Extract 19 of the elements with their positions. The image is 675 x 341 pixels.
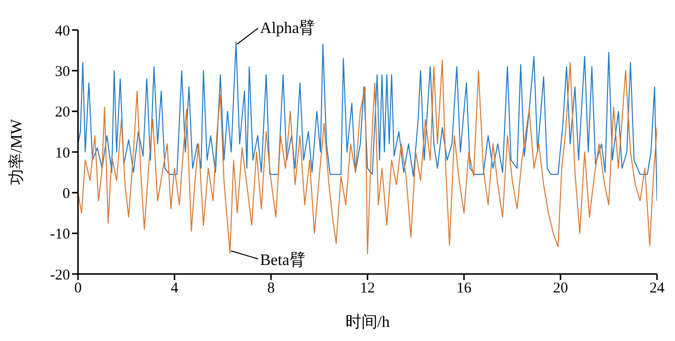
annotation: Alpha臂 <box>260 19 316 38</box>
annotation: Beta臂 <box>260 250 306 269</box>
x-axis-title: 时间/h <box>345 313 390 331</box>
line-series <box>78 42 657 202</box>
y-tick-label: 10 <box>55 145 70 162</box>
y-tick-label: 20 <box>55 104 70 121</box>
x-tick-label: 20 <box>553 280 568 297</box>
y-tick-label: -20 <box>50 267 70 284</box>
y-axis-title: 功率/MW <box>8 118 26 185</box>
x-tick-label: 12 <box>360 280 375 297</box>
y-tick-label: 0 <box>62 186 70 202</box>
y-tick-label: 30 <box>55 64 70 80</box>
y-tick-label: -10 <box>50 226 70 243</box>
x-tick-label: 4 <box>170 280 179 297</box>
x-tick-label: 16 <box>456 280 472 297</box>
x-tick-label: 0 <box>74 280 82 297</box>
x-tick-label: 8 <box>267 280 275 297</box>
x-tick-label: 24 <box>650 280 665 297</box>
y-tick-label: 40 <box>55 23 70 40</box>
